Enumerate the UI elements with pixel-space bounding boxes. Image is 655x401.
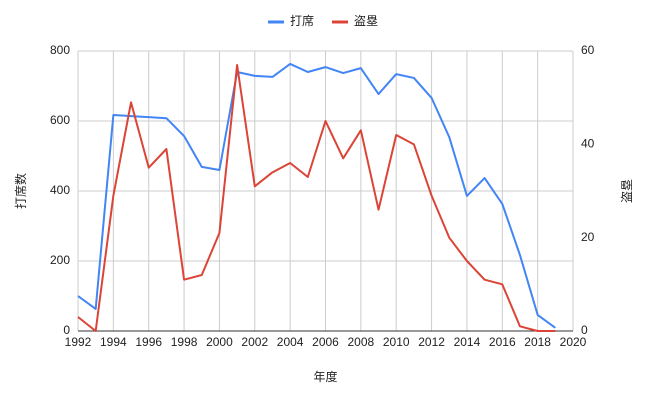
x-tick-label: 2000 (206, 335, 233, 349)
x-tick-label: 1998 (171, 335, 198, 349)
y-axis-title: 打席数 (13, 173, 28, 209)
y2-axis-title: 盗塁 (619, 179, 634, 203)
y2-tick-label: 20 (581, 230, 595, 244)
x-tick-label: 1996 (135, 335, 162, 349)
x-tick-label: 2014 (454, 335, 481, 349)
x-tick-label: 2018 (524, 335, 551, 349)
y2-tick-label: 60 (581, 43, 595, 57)
y-tick-label: 600 (50, 113, 70, 127)
x-tick-label: 2006 (312, 335, 339, 349)
x-tick-label: 2020 (560, 335, 587, 349)
x-tick-label: 2004 (277, 335, 304, 349)
x-axis-title: 年度 (313, 369, 337, 384)
x-tick-label: 2008 (348, 335, 375, 349)
x-tick-label: 2002 (241, 335, 268, 349)
x-tick-label: 2012 (418, 335, 445, 349)
x-tick-label: 2010 (383, 335, 410, 349)
x-tick-label: 2016 (489, 335, 516, 349)
x-tick-label: 1992 (65, 335, 92, 349)
y2-tick-label: 0 (581, 323, 588, 337)
series-line (77, 64, 556, 332)
legend-label: 打席 (290, 13, 314, 28)
y2-tick-label: 40 (581, 137, 595, 151)
legend-label: 盗塁 (354, 13, 378, 28)
x-tick-label: 1994 (100, 335, 127, 349)
y-tick-label: 800 (50, 43, 70, 57)
y-tick-label: 200 (50, 253, 70, 267)
series-line (77, 62, 556, 329)
y-tick-label: 400 (50, 183, 70, 197)
y-tick-label: 0 (63, 323, 70, 337)
